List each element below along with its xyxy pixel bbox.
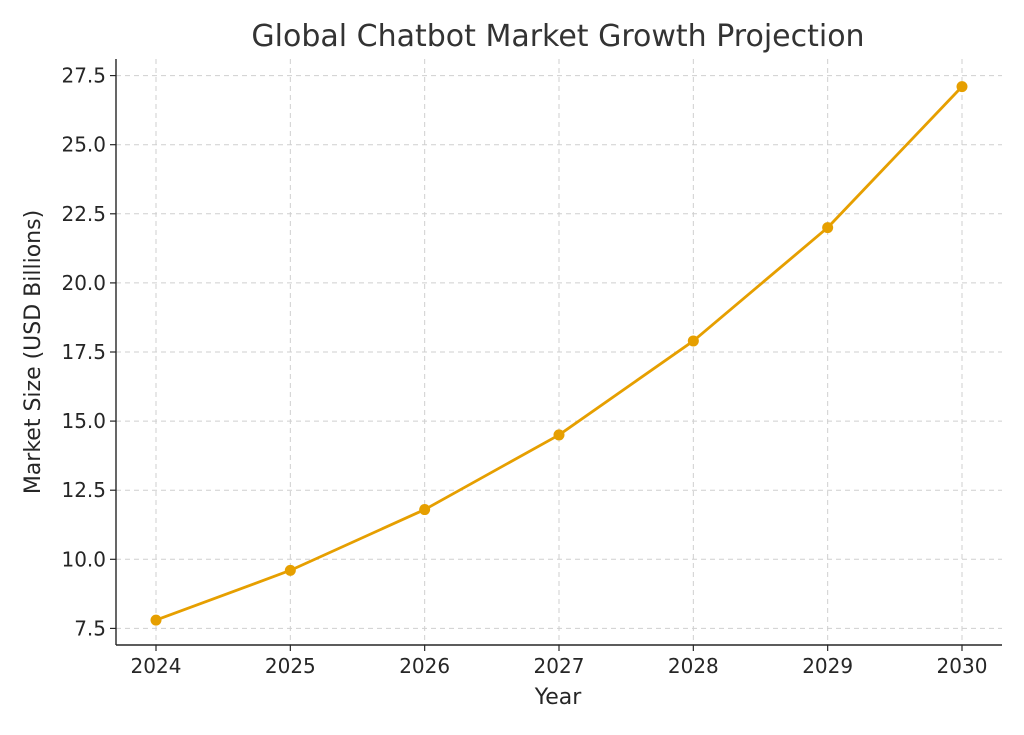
data-point: [553, 429, 565, 441]
y-tick-label: 22.5: [61, 202, 106, 226]
y-tick-label: 27.5: [61, 64, 106, 88]
tick-labels: 7.5 10.0 12.5 15.0 17.5 20.0 22.5 25.0 27.5 2024 2…: [61, 64, 987, 678]
x-tick-label: 2029: [802, 654, 853, 678]
x-tick-label: 2030: [937, 654, 988, 678]
y-tick-label: 15.0: [61, 409, 106, 433]
y-tick-label: 20.0: [61, 271, 106, 295]
y-tick-label: 17.5: [61, 340, 106, 364]
series-layer: [150, 81, 968, 626]
chart-title: Global Chatbot Market Growth Projection: [251, 19, 864, 54]
y-tick-label: 25.0: [61, 133, 106, 157]
data-point: [687, 335, 699, 347]
x-tick-label: 2028: [668, 654, 719, 678]
y-axis-label: Market Size (USD Billions): [21, 210, 46, 494]
x-tick-label: 2025: [265, 654, 316, 678]
data-point: [284, 564, 296, 576]
y-tick-label: 12.5: [61, 478, 106, 502]
data-point: [822, 222, 834, 234]
x-tick-label: 2026: [399, 654, 450, 678]
data-point: [956, 81, 968, 93]
x-axis-label: Year: [534, 685, 583, 710]
x-tick-label: 2027: [534, 654, 585, 678]
grid-lines: [116, 59, 1002, 645]
data-point: [419, 504, 431, 516]
y-tick-label: 7.5: [74, 616, 106, 640]
y-tick-label: 10.0: [61, 547, 106, 571]
data-point: [150, 614, 162, 626]
x-tick-label: 2024: [131, 654, 182, 678]
axes: [110, 59, 1002, 651]
